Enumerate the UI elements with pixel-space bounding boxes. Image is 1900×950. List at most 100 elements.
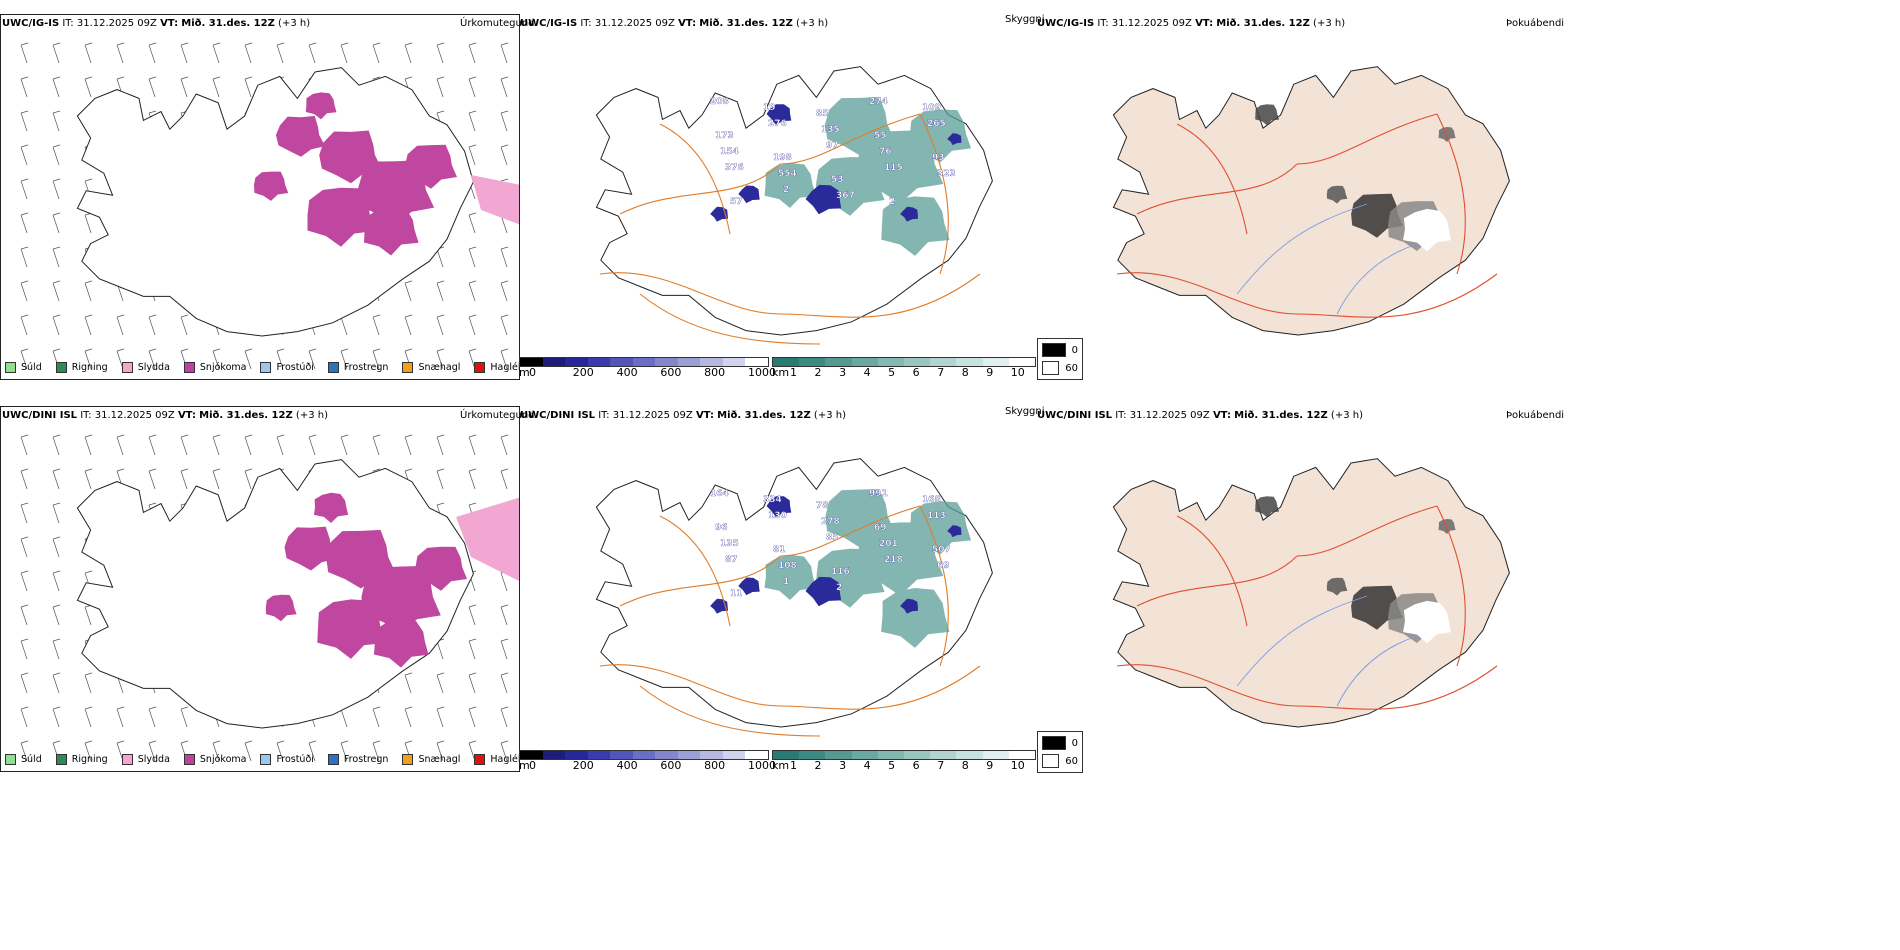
colorbar-step (956, 358, 983, 366)
cloudbase-value-label: 201 (879, 539, 898, 549)
colorbar-tick-label: 6 (912, 366, 920, 379)
fog-legend-label: 60 (1065, 362, 1078, 374)
snow-areas (254, 92, 457, 256)
fog-legend-item: 60 (1042, 754, 1078, 768)
colorbar-tick-label: 6 (912, 759, 920, 772)
roads (599, 505, 981, 737)
cloudbase-value-label: 276 (768, 119, 787, 129)
colorbar-step (877, 358, 905, 366)
colorbar-step (565, 751, 588, 759)
colorbar-tick-label: 2 (814, 366, 822, 379)
legend-label: Súld (21, 754, 42, 765)
colorbar-step (677, 751, 701, 759)
roads (1116, 505, 1498, 710)
legend-item: Slydda (121, 362, 170, 373)
colorbar-step (587, 358, 611, 366)
fog-legend-swatch (1042, 343, 1066, 357)
low-visibility-areas (764, 489, 972, 648)
fog-panel-2 (1037, 406, 1557, 772)
colorbar-step (745, 751, 769, 759)
legend-item: Rigning (55, 754, 108, 765)
colorbar-step (677, 358, 701, 366)
legend-item: Rigning (55, 362, 108, 373)
colorbar-step (520, 358, 543, 366)
fog-legend-label: 0 (1071, 737, 1078, 749)
snow-areas (265, 492, 467, 668)
visibility-unit-1: km (772, 366, 790, 379)
colorbar-tick-label: 400 (616, 759, 638, 772)
precip-legend-1: Súld Rigning Slydda Snjókoma Frostúði Frostre… (5, 362, 519, 373)
legend-item: Snæhagl (402, 362, 460, 373)
coastline (76, 459, 474, 729)
colorbar-tick-label: 10 (1010, 366, 1025, 379)
fog-legend-swatch (1042, 754, 1060, 768)
cloudbase-labels: 164 334 78 991 168 96 130 278 69 113 135 81 85 201 507… (710, 489, 951, 599)
cloudbase-value-label: 87 (725, 555, 738, 565)
colorbar-step (904, 358, 931, 366)
cloudbase-value-label: 265 (927, 119, 946, 129)
colorbar-tick-label: 9 (986, 759, 994, 772)
cloudbase-value-label: 173 (715, 131, 734, 141)
fog-map-2 (1112, 458, 1510, 728)
colorbar-tick-label: 800 (704, 759, 726, 772)
legend-swatch (55, 362, 67, 373)
colorbar-step (565, 358, 588, 366)
colorbar-step (1008, 751, 1036, 759)
visibility-unit-2: km (772, 759, 790, 772)
legend-item: Frostúði (260, 754, 314, 765)
cloudbase-value-label: 154 (720, 147, 739, 157)
colorbar-tick-label: 10 (1010, 759, 1025, 772)
fog-legend-label: 0 (1071, 344, 1078, 356)
visibility-colorbar-2 (772, 750, 1036, 760)
colorbar-step (877, 751, 905, 759)
cloudbase-value-label: 19 (763, 103, 776, 113)
cloudbase-value-label: 76 (879, 147, 892, 157)
colorbar-tick-label: 5 (888, 366, 896, 379)
cloudbase-value-label: 135 (720, 539, 739, 549)
legend-label: Rigning (71, 362, 108, 373)
header-precip-1: UWC/IG-IS IT: 31.12.2025 09Z VT: Mið. 31… (2, 18, 311, 29)
cloudbase-value-label: 113 (927, 511, 946, 521)
cloudbase-value-label: 116 (831, 567, 850, 577)
legend-swatch (121, 362, 133, 373)
legend-item: Frostregn (327, 362, 388, 373)
header-cloud-2: UWC/DINI ISL IT: 31.12.2025 09Z VT: Mið.… (520, 410, 846, 421)
colorbar-step (825, 358, 852, 366)
legend-label: Snjókoma (199, 754, 247, 765)
legend-swatch (121, 754, 133, 765)
legend-swatch (474, 362, 486, 373)
legend-label: Slydda (137, 362, 170, 373)
legend-label: Haglél (490, 754, 520, 765)
cloudbase-colorbar-1 (519, 357, 769, 367)
fog-legend-item: 0 (1042, 736, 1078, 750)
cloudbase-value-label: 507 (932, 545, 951, 555)
precip-panel-1: Súld Rigning Slydda Snjókoma Frostúði Frostre… (0, 14, 520, 380)
fog-legend-2: 0 60 (1037, 731, 1083, 773)
legend-item: Frostúði (260, 362, 314, 373)
colorbar-tick-label: 2 (814, 759, 822, 772)
colorbar-step (982, 751, 1009, 759)
cloudbase-value-label: 135 (821, 125, 840, 135)
precip-legend-2: Súld Rigning Slydda Snjókoma Frostúði Frostre… (5, 754, 520, 765)
colorbar-step (904, 751, 931, 759)
colorbar-tick-label: 800 (704, 366, 726, 379)
colorbar-step (587, 751, 611, 759)
legend-swatch (183, 754, 195, 765)
legend-swatch (260, 362, 272, 373)
legend-label: Súld (21, 362, 42, 373)
colorbar-tick-label: 7 (937, 366, 945, 379)
rivers (1236, 203, 1418, 315)
cloudbase-value-label: 81 (773, 545, 786, 555)
cloudbase-value-label: 2 (889, 197, 895, 207)
cloudbase-value-label: 69 (937, 561, 950, 571)
colorbar-step (799, 751, 826, 759)
colorbar-tick-label: 8 (961, 366, 969, 379)
colorbar-tick-label: 0 (529, 366, 536, 379)
cloudbase-value-label: 2 (836, 583, 842, 593)
colorbar-step (982, 358, 1009, 366)
colorbar-tick-label: 1 (790, 759, 797, 772)
colorbar-tick-label: 1000 (747, 366, 776, 379)
fog-white-area (1403, 600, 1451, 644)
visibility-colorbar-1 (772, 357, 1036, 367)
colorbar-tick-label: 7 (937, 759, 945, 772)
